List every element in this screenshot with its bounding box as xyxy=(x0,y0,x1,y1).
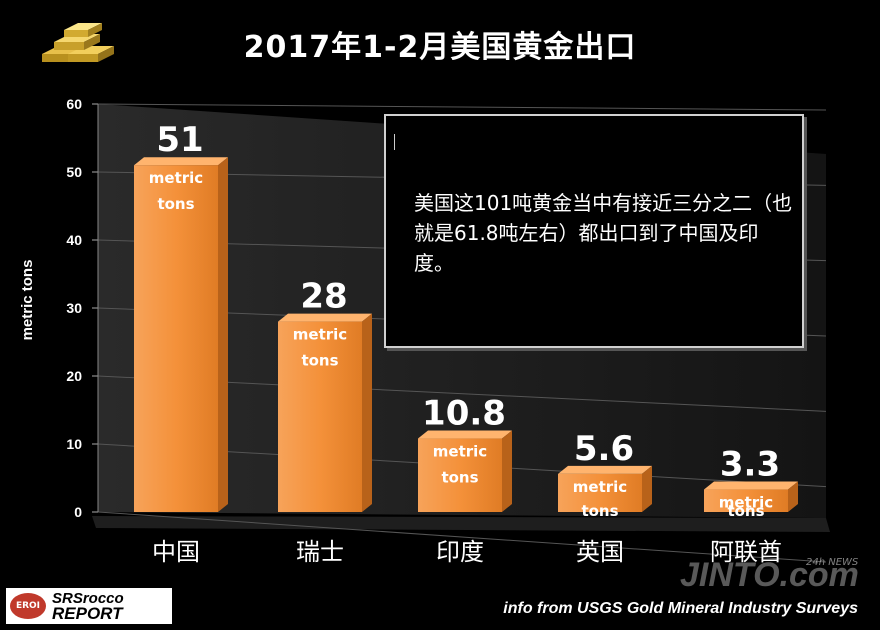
bar-side xyxy=(502,430,512,512)
bar-top xyxy=(558,465,652,474)
y-tick-label: 10 xyxy=(66,436,82,452)
bar-unit-label: tons xyxy=(301,352,338,370)
bar xyxy=(418,438,502,512)
source-note: info from USGS Gold Mineral Industry Sur… xyxy=(503,600,858,617)
bar xyxy=(134,165,218,512)
gridline xyxy=(97,511,827,563)
x-tick-label: 印度 xyxy=(436,538,484,566)
bar-top xyxy=(134,157,228,166)
logo-line1: SRSrocco xyxy=(52,590,124,607)
bar-side xyxy=(362,313,372,512)
bar xyxy=(278,321,362,512)
bar-value-label: 3.3 xyxy=(720,445,780,485)
bar-unit-label: tons xyxy=(441,469,478,487)
bar-unit-label: metric xyxy=(433,443,487,461)
gold-bars-icon xyxy=(38,20,118,66)
bar-unit-label: metric xyxy=(573,478,627,496)
bar-unit-label: tons xyxy=(581,502,618,520)
bar-value-label: 5.6 xyxy=(574,429,634,469)
bar-side xyxy=(218,157,228,512)
y-tick-label: 40 xyxy=(66,232,82,248)
bar-value-label: 28 xyxy=(300,277,347,317)
logo-line2: REPORT xyxy=(52,604,123,623)
x-tick-label: 瑞士 xyxy=(296,538,344,566)
bar xyxy=(558,473,642,512)
y-tick-label: 30 xyxy=(66,300,82,316)
x-tick-label: 中国 xyxy=(152,538,200,566)
chart-title: 2017年1-2月美国黄金出口 xyxy=(243,30,637,65)
x-tick-label: 阿联酋 xyxy=(710,538,782,566)
bar-unit-label: metric xyxy=(149,169,203,187)
bar-unit-label: tons xyxy=(727,502,764,520)
plot-floor xyxy=(92,516,830,532)
y-tick-label: 20 xyxy=(66,368,82,384)
bar-unit-label: metric xyxy=(719,494,773,512)
x-tick-label: 英国 xyxy=(576,538,624,566)
bar-top xyxy=(278,313,372,322)
callout-box: 美国这101吨黄金当中有接近三分之二（也就是61.8吨左右）都出口到了中国及印度… xyxy=(384,114,804,348)
text-cursor xyxy=(394,134,395,150)
bar-side xyxy=(788,481,798,512)
bar-unit-label: tons xyxy=(157,195,194,213)
y-axis-label: metric tons xyxy=(19,260,36,341)
bar xyxy=(704,489,788,512)
y-tick-label: 0 xyxy=(74,504,82,520)
bar-value-label: 51 xyxy=(156,120,203,160)
gridline xyxy=(97,103,827,111)
y-tick-label: 50 xyxy=(66,164,82,180)
watermark: JINTO.com xyxy=(680,556,859,594)
watermark-sub: 24h NEWS xyxy=(806,557,859,568)
y-tick-label: 60 xyxy=(66,96,82,112)
srsrocco-logo: EROI SRSrocco REPORT xyxy=(6,588,172,624)
callout-text: 美国这101吨黄金当中有接近三分之二（也就是61.8吨左右）都出口到了中国及印度… xyxy=(414,191,793,275)
bar-side xyxy=(642,465,652,512)
bar-unit-label: metric xyxy=(293,326,347,344)
bar-top xyxy=(418,430,512,439)
bar-top xyxy=(704,481,798,490)
bar-value-label: 10.8 xyxy=(422,394,506,434)
eroi-badge: EROI xyxy=(10,593,46,619)
